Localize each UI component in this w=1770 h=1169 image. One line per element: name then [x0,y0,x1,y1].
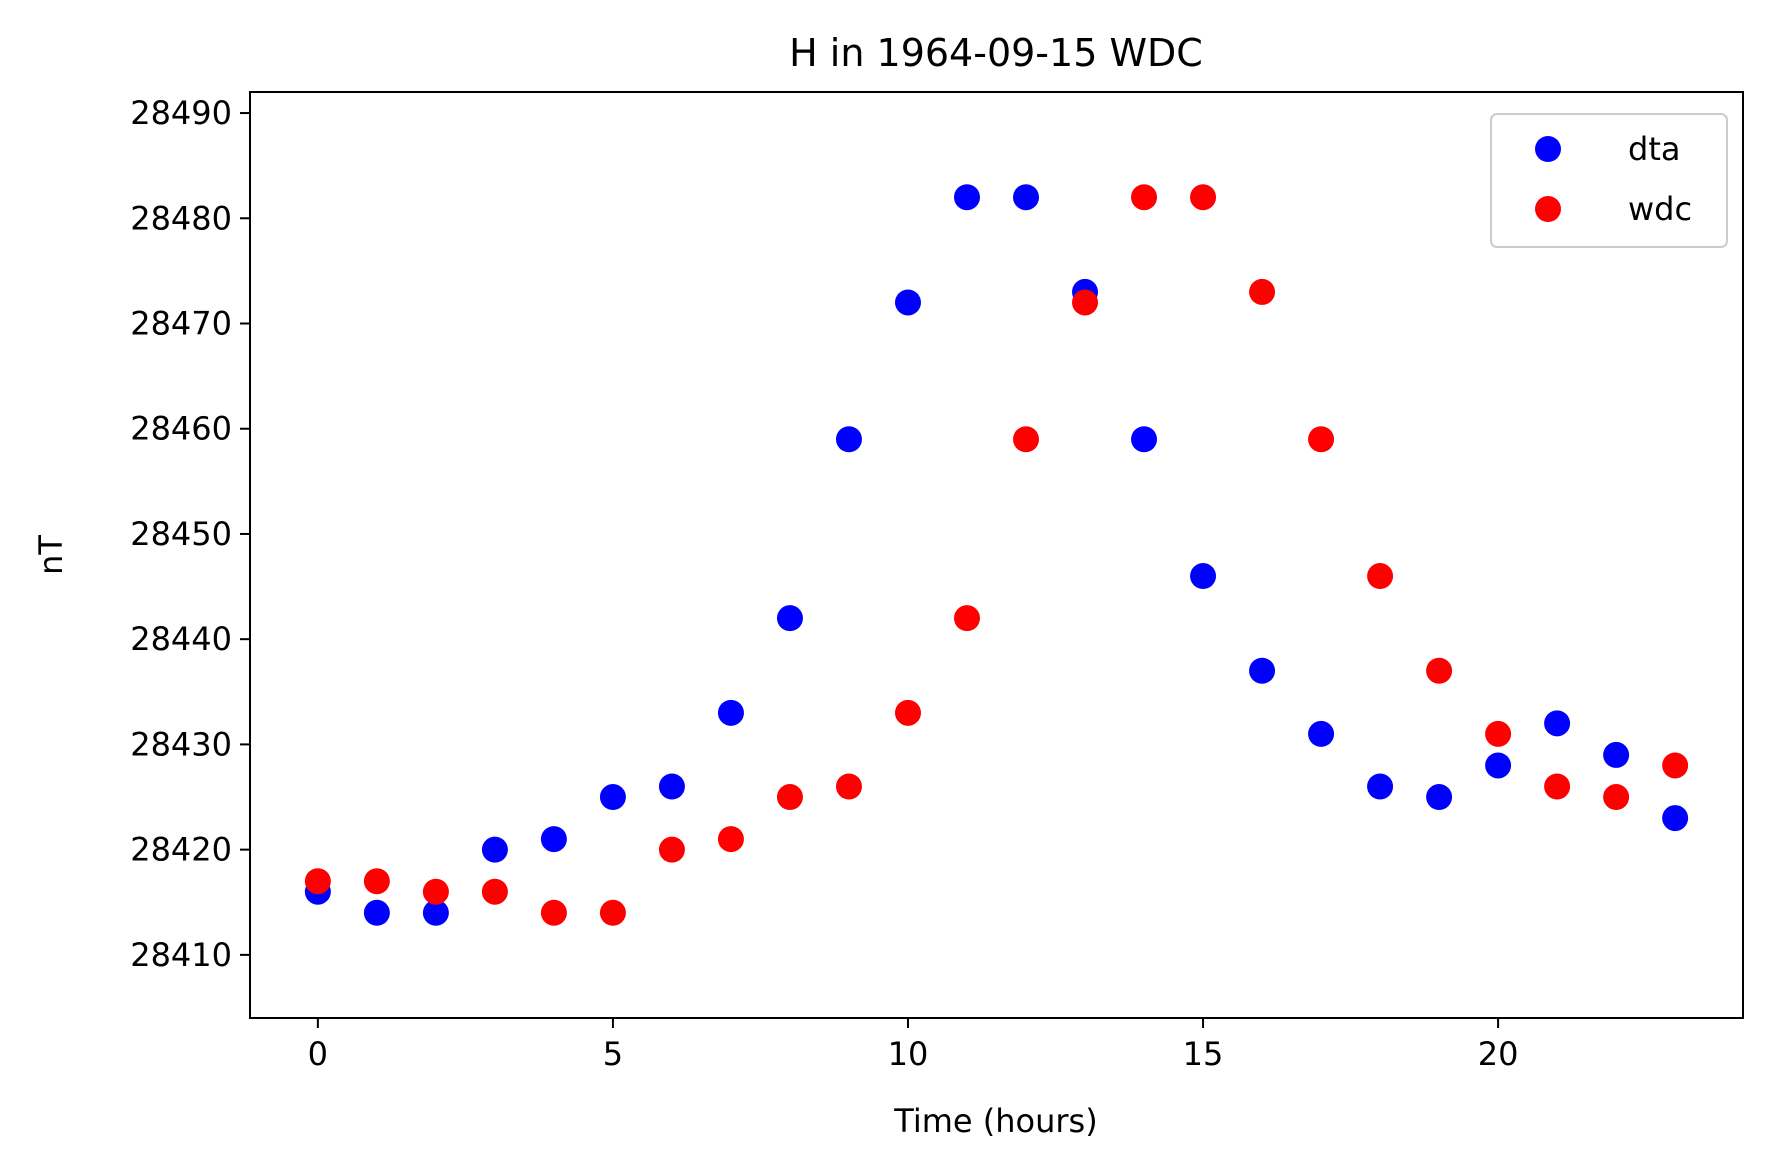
point-wdc-22 [1603,784,1630,811]
x-tick-label-10: 10 [888,1035,929,1073]
point-wdc-4 [540,899,567,926]
point-wdc-9 [835,773,862,800]
point-wdc-21 [1544,773,1571,800]
point-wdc-8 [776,784,803,811]
point-wdc-17 [1308,426,1335,453]
point-dta-23 [1662,805,1689,832]
point-dta-7 [717,699,744,726]
x-tick-label-5: 5 [603,1035,623,1073]
legend-label-dta: dta [1628,130,1680,168]
y-tick-label-28460: 28460 [130,410,232,448]
point-dta-1 [363,899,390,926]
chart-title: H in 1964-09-15 WDC [789,31,1203,75]
point-dta-6 [658,773,685,800]
point-wdc-12 [1013,426,1040,453]
point-dta-12 [1013,184,1040,211]
point-dta-22 [1603,741,1630,768]
x-axis-title: Time (hours) [893,1102,1097,1140]
y-tick-label-28470: 28470 [130,305,232,343]
point-dta-16 [1249,657,1276,684]
point-wdc-13 [1072,289,1099,316]
y-axis-ticks: 28410 28420 28430 28440 28450 28460 28470 28480… [130,94,250,974]
point-wdc-6 [658,836,685,863]
point-dta-4 [540,826,567,853]
point-wdc-19 [1426,657,1453,684]
y-tick-label-28480: 28480 [130,199,232,237]
point-wdc-2 [422,878,449,905]
point-dta-20 [1485,752,1512,779]
legend-label-wdc: wdc [1628,190,1692,228]
legend-marker-wdc [1535,196,1561,222]
point-wdc-10 [894,699,921,726]
y-tick-label-28420: 28420 [130,831,232,869]
x-tick-label-20: 20 [1478,1035,1519,1073]
point-dta-18 [1367,773,1394,800]
point-wdc-5 [599,899,626,926]
y-tick-label-28430: 28430 [130,725,232,763]
point-dta-15 [1190,563,1217,590]
point-wdc-23 [1662,752,1689,779]
point-wdc-7 [717,826,744,853]
point-wdc-18 [1367,563,1394,590]
point-dta-10 [894,289,921,316]
point-dta-2 [422,899,449,926]
y-axis-title: nT [32,535,70,575]
x-tick-label-0: 0 [308,1035,328,1073]
point-dta-8 [776,605,803,632]
point-wdc-15 [1190,184,1217,211]
point-dta-11 [953,184,980,211]
y-tick-label-28410: 28410 [130,936,232,974]
legend: dta wdc [1490,113,1728,248]
points-layer [304,184,1689,926]
plot-frame [249,91,1744,1019]
y-tick-label-28440: 28440 [130,620,232,658]
point-dta-14 [1131,426,1158,453]
x-axis-ticks: 0 5 10 15 20 [308,1018,1519,1073]
point-dta-5 [599,784,626,811]
x-tick-label-15: 15 [1183,1035,1224,1073]
point-dta-9 [835,426,862,453]
y-tick-label-28490: 28490 [130,94,232,132]
y-tick-label-28450: 28450 [130,515,232,553]
point-wdc-1 [363,868,390,895]
point-wdc-0 [304,868,331,895]
point-dta-19 [1426,784,1453,811]
point-dta-3 [481,836,508,863]
point-wdc-3 [481,878,508,905]
point-wdc-11 [953,605,980,632]
point-dta-21 [1544,710,1571,737]
point-wdc-14 [1131,184,1158,211]
legend-marker-dta [1535,136,1561,162]
point-dta-17 [1308,720,1335,747]
point-wdc-16 [1249,278,1276,305]
point-wdc-20 [1485,720,1512,747]
